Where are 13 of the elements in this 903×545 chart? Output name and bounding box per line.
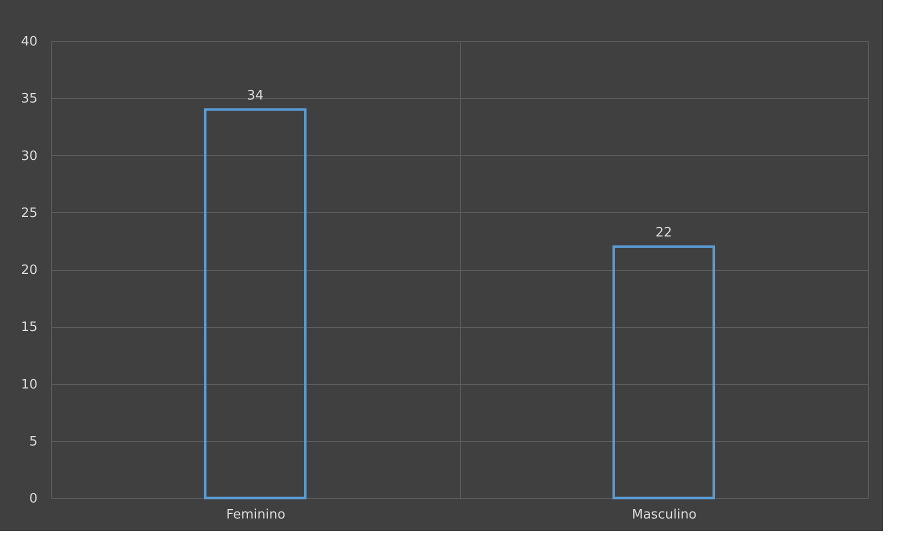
y-tick-label: 25	[20, 206, 38, 221]
y-tick-label: 10	[20, 377, 38, 392]
data-label: 34	[246, 88, 264, 104]
y-tick-label: 40	[20, 34, 38, 50]
x-tick-label: Masculino	[632, 508, 697, 522]
y-tick-label: 5	[29, 434, 38, 450]
y-tick-label: 20	[20, 263, 38, 278]
y-tick-label: 15	[20, 320, 38, 336]
x-tick-label: Feminino	[226, 508, 286, 522]
y-tick-label: 35	[20, 92, 38, 107]
y-tick-label: 0	[29, 492, 38, 506]
y-tick-label: 30	[20, 148, 38, 164]
data-label: 22	[655, 226, 672, 241]
